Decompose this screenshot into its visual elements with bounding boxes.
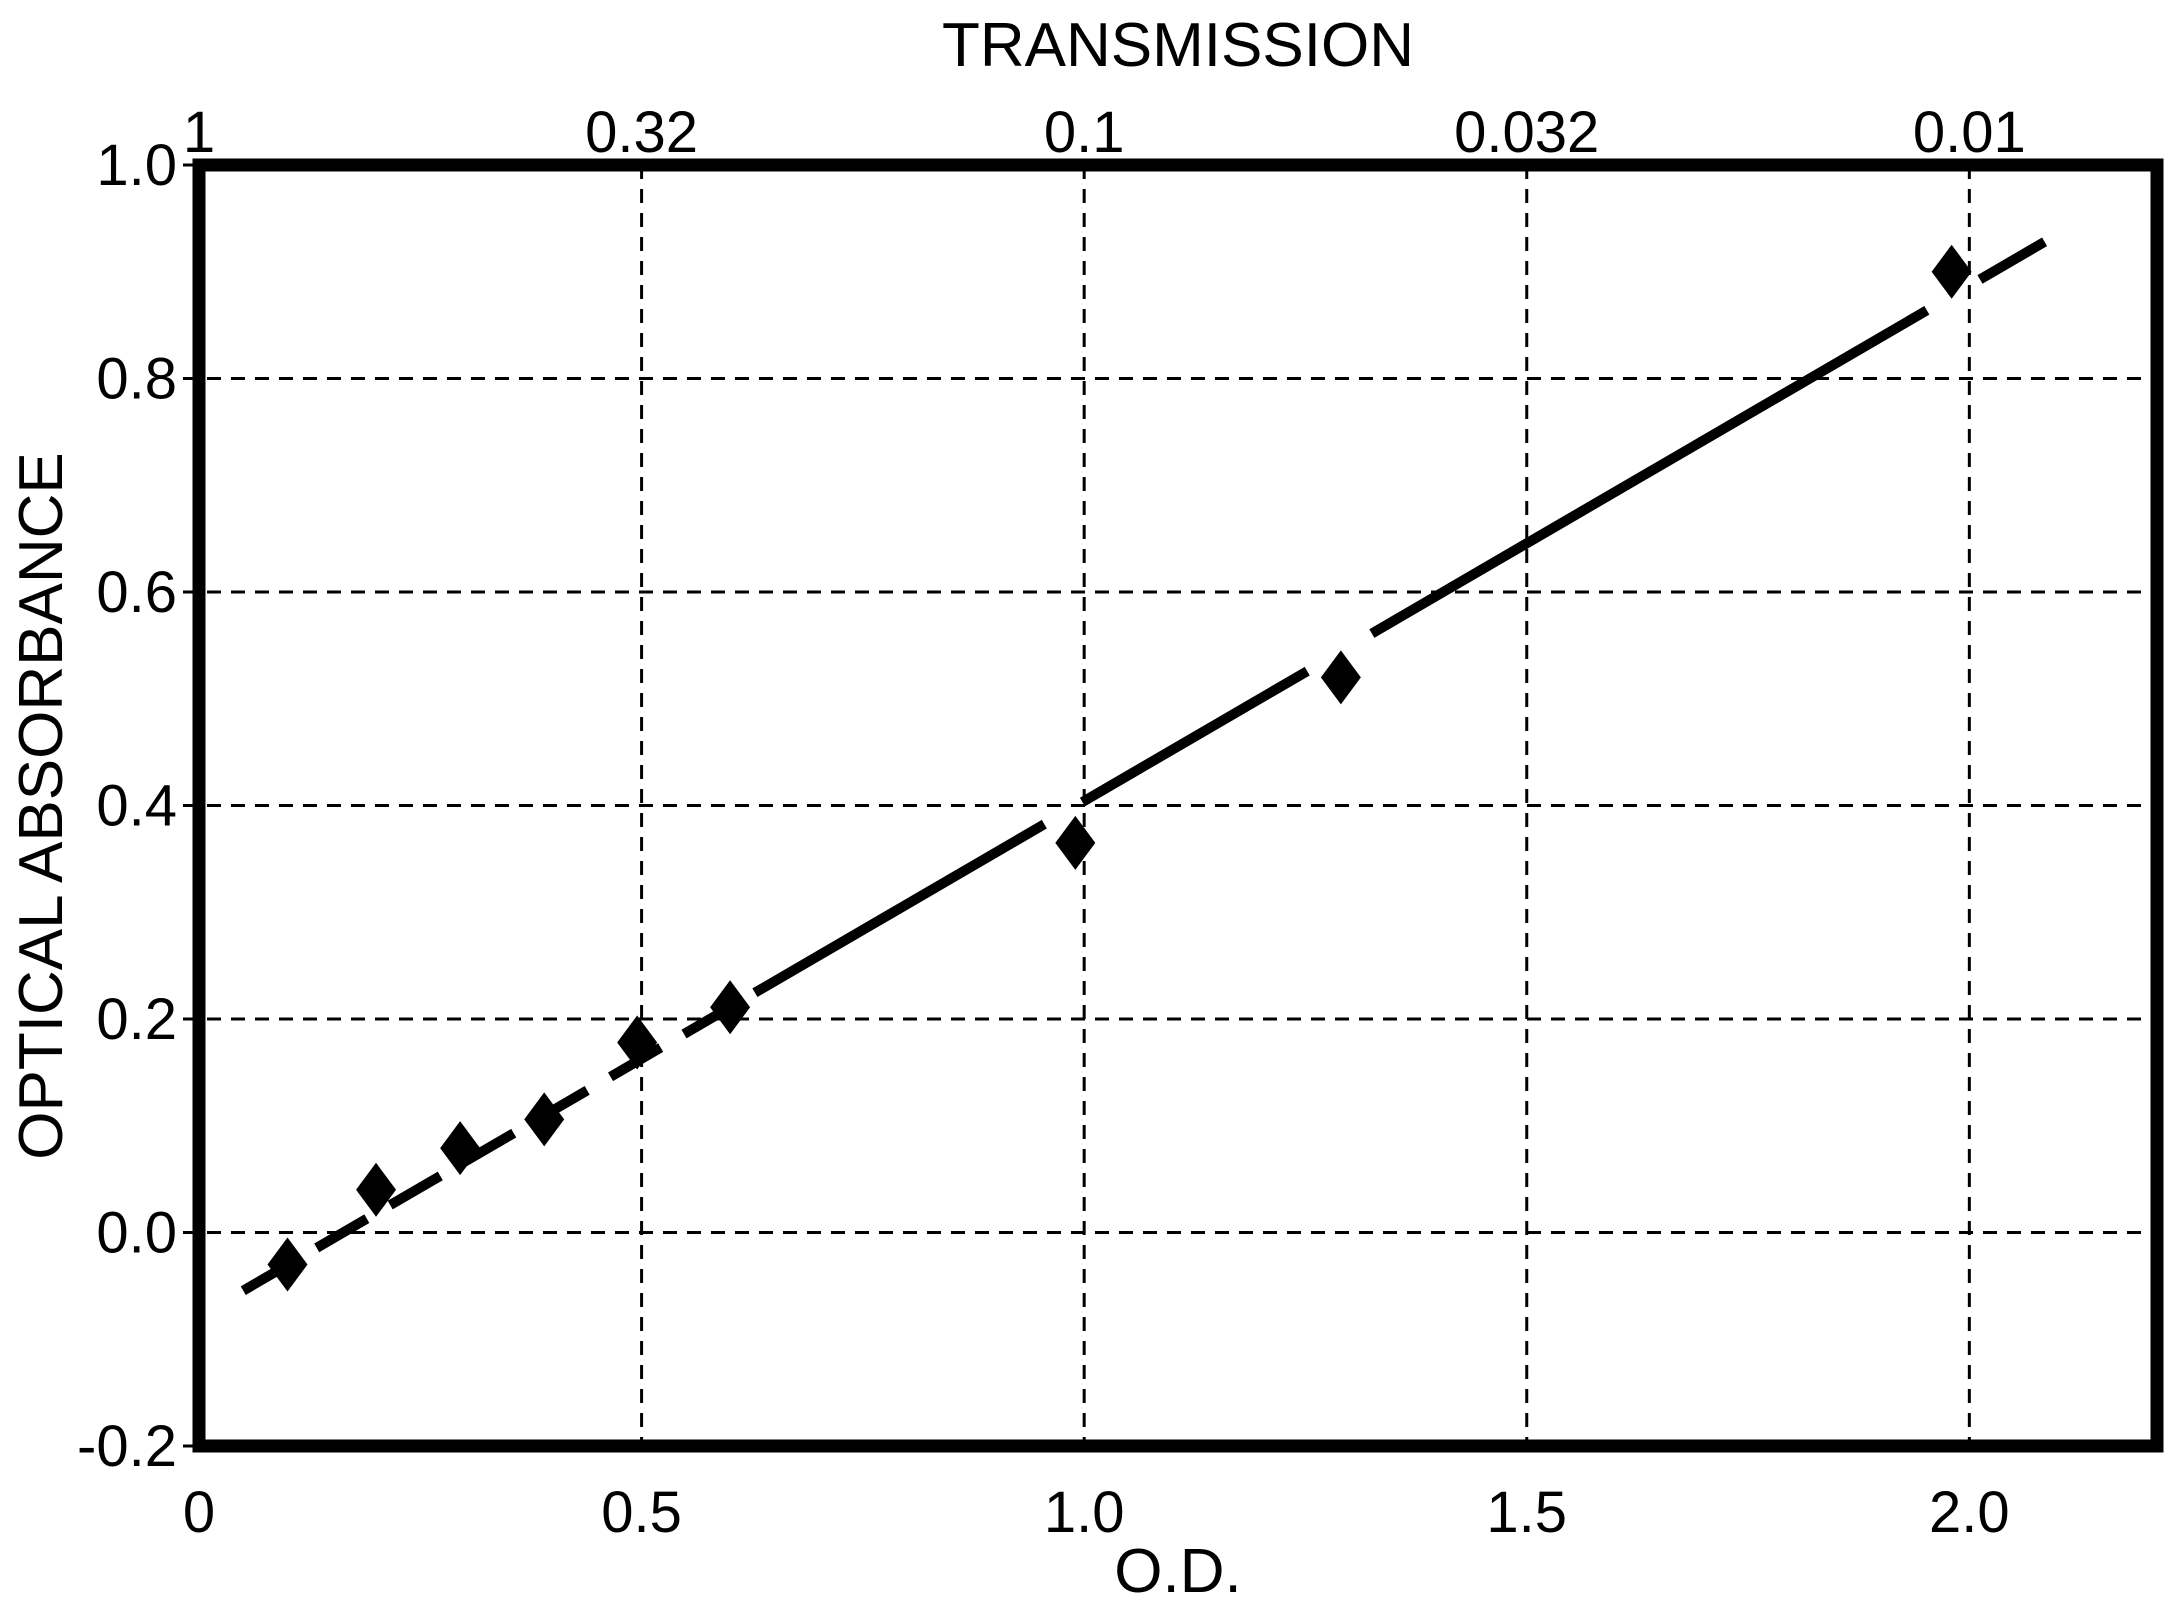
data-point	[440, 1121, 481, 1176]
top-axis-tick-label: 0.1	[1044, 100, 1125, 165]
top-axis-tick-label: 0.32	[585, 100, 698, 165]
data-point	[617, 1015, 658, 1070]
gridlines-layer	[183, 163, 2157, 1448]
data-point	[356, 1162, 397, 1217]
trendline-segment-solid	[1977, 237, 2048, 284]
x-axis-tick-label: 1.0	[1044, 1480, 1125, 1545]
y-axis-tick-label: 0.6	[96, 560, 177, 625]
plot-border	[192, 158, 2164, 1453]
top-axis-tick-label: 1	[183, 100, 215, 165]
x-axis-tick-label: 0.5	[601, 1480, 682, 1545]
x-axis-tick-label: 1.5	[1486, 1480, 1567, 1545]
data-point	[524, 1092, 565, 1147]
y-axis-tick-label: 0.0	[96, 1201, 177, 1266]
y-axis-tick-label: 0.2	[96, 987, 177, 1052]
y-axis-tick-label: -0.2	[77, 1414, 177, 1479]
data-point	[267, 1237, 308, 1292]
y-axis-tick-label: 0.4	[96, 774, 177, 839]
data-point	[1055, 815, 1096, 870]
y-axis-tick-label: 1.0	[96, 133, 177, 198]
tick-labels-layer: 1 0.32 0.1 0.032 0.01 0 0.5 1.0 1.5 2.0 1.0 0.8 0.6 0…	[77, 100, 2026, 1545]
y-axis-title: OPTICAL ABSORBANCE	[7, 452, 76, 1159]
data-point	[1320, 650, 1361, 705]
top-axis-tick-label: 0.01	[1913, 100, 2026, 165]
trendline-segment-solid	[1369, 306, 1930, 638]
top-axis-title: TRANSMISSION	[942, 11, 1414, 80]
x-axis-title: O.D.	[1114, 1537, 1241, 1605]
data-points-layer	[267, 244, 1972, 1292]
top-axis-tick-label: 0.032	[1454, 100, 1599, 165]
trendline-layer	[240, 237, 2048, 1295]
x-axis-tick-label: 2.0	[1929, 1480, 2010, 1545]
trendline-segment-solid	[1079, 666, 1310, 807]
x-axis-tick-label: 0	[183, 1480, 215, 1545]
trendline-segment-solid	[752, 819, 1047, 998]
data-point	[710, 980, 751, 1035]
data-point	[1931, 244, 1972, 299]
y-axis-tick-label: 0.8	[96, 347, 177, 412]
